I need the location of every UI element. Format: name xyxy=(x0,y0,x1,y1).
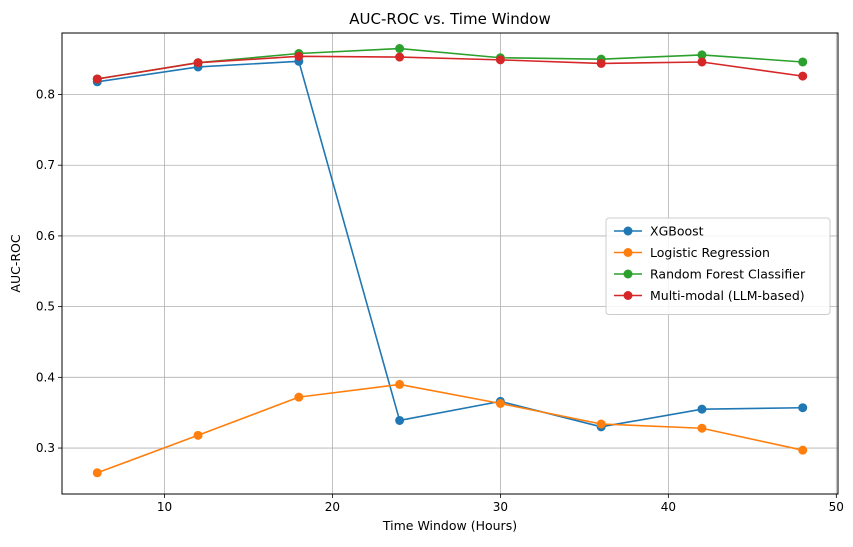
legend-item: Logistic Regression xyxy=(614,245,770,260)
data-point xyxy=(596,419,606,429)
x-tick-label: 10 xyxy=(157,500,172,514)
y-tick-label: 0.3 xyxy=(36,441,55,455)
series-3 xyxy=(92,51,808,84)
data-point xyxy=(798,71,808,81)
legend-item: XGBoost xyxy=(614,224,704,239)
data-point xyxy=(596,58,606,68)
data-point xyxy=(92,74,102,84)
legend-swatch-marker xyxy=(623,226,633,236)
y-tick-label: 0.4 xyxy=(36,370,55,384)
y-axis-label: AUC-ROC xyxy=(8,234,23,292)
x-tick-label: 20 xyxy=(325,500,340,514)
x-tick-label: 30 xyxy=(493,500,508,514)
data-point xyxy=(193,58,203,68)
legend-box xyxy=(605,217,831,315)
data-point xyxy=(798,403,808,413)
data-point xyxy=(395,44,405,54)
data-point xyxy=(697,50,707,60)
chart-title: AUC-ROC vs. Time Window xyxy=(349,10,550,28)
data-point xyxy=(294,51,304,61)
series-line xyxy=(97,60,803,428)
series-line xyxy=(97,55,803,80)
legend-label: Logistic Regression xyxy=(650,245,770,260)
series-line xyxy=(96,383,803,474)
grid-lines xyxy=(62,33,838,494)
y-tick-label: 0.7 xyxy=(36,158,55,172)
x-tick-label: 50 xyxy=(829,500,844,514)
data-point xyxy=(294,392,304,402)
y-tick-label: 0.8 xyxy=(36,88,55,102)
legend-item: Multi-modal (LLM-based) xyxy=(614,288,805,303)
legend-item: Random Forest Classifier xyxy=(614,267,806,282)
data-point xyxy=(495,55,505,65)
data-point xyxy=(495,398,505,408)
y-tick-label: 0.6 xyxy=(36,229,55,243)
x-axis-label: Time Window (Hours) xyxy=(382,518,517,533)
legend: XGBoost Logistic Regression Random Forest … xyxy=(605,217,831,315)
data-point xyxy=(193,430,203,440)
data-point xyxy=(798,57,808,67)
data-point xyxy=(395,52,405,62)
data-point xyxy=(395,415,405,425)
legend-swatch-marker xyxy=(623,269,633,279)
legend-label: Multi-modal (LLM-based) xyxy=(650,288,805,303)
y-tick-label: 0.5 xyxy=(36,300,55,314)
x-tick-label: 40 xyxy=(661,500,676,514)
legend-label: XGBoost xyxy=(650,224,704,239)
series-1 xyxy=(92,379,808,478)
data-point xyxy=(697,57,707,67)
series-layer xyxy=(92,44,808,478)
legend-swatch-marker xyxy=(623,248,633,257)
data-point xyxy=(395,379,405,389)
plot-frame xyxy=(61,32,839,495)
data-point xyxy=(798,445,808,455)
data-point xyxy=(92,468,102,478)
data-point xyxy=(697,423,707,433)
axis-ticks: 10 20 30 40 50 0.3 0.4 0.5 0.6 0.7 0.8 xyxy=(36,88,844,514)
legend-label: Random Forest Classifier xyxy=(650,267,806,282)
legend-swatch-marker xyxy=(623,291,633,300)
data-point xyxy=(697,404,707,414)
